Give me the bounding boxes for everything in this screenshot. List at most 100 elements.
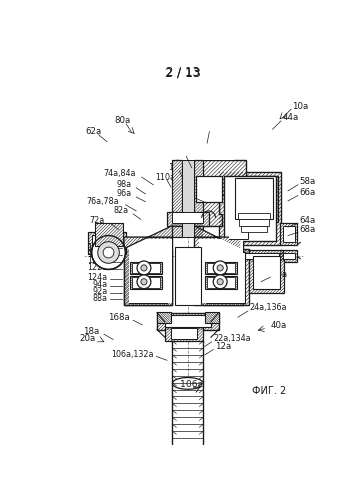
Text: 58a: 58a bbox=[299, 177, 316, 186]
Bar bbox=[224, 176, 276, 241]
Text: 22a,134a: 22a,134a bbox=[213, 334, 251, 343]
Polygon shape bbox=[230, 176, 278, 222]
Polygon shape bbox=[202, 250, 250, 305]
Text: 90a: 90a bbox=[272, 270, 288, 278]
Polygon shape bbox=[157, 312, 219, 330]
Text: 64a: 64a bbox=[299, 216, 316, 224]
Bar bbox=[253, 256, 280, 290]
Bar bbox=[171, 328, 197, 338]
Text: 88a: 88a bbox=[93, 294, 108, 303]
Polygon shape bbox=[194, 160, 203, 237]
Polygon shape bbox=[165, 327, 203, 341]
Polygon shape bbox=[280, 223, 297, 245]
Circle shape bbox=[217, 278, 223, 285]
Text: 100a: 100a bbox=[168, 164, 190, 172]
Polygon shape bbox=[194, 237, 242, 305]
Text: 20a: 20a bbox=[79, 334, 95, 343]
Text: 2 / 13: 2 / 13 bbox=[166, 65, 199, 78]
Polygon shape bbox=[280, 250, 297, 262]
Bar bbox=[199, 240, 242, 302]
Circle shape bbox=[213, 275, 227, 288]
Bar bbox=[129, 252, 167, 302]
Text: 62a: 62a bbox=[85, 127, 101, 136]
Text: 106a: 106a bbox=[180, 380, 203, 390]
Polygon shape bbox=[250, 252, 284, 292]
Polygon shape bbox=[205, 312, 219, 324]
Text: 44a: 44a bbox=[283, 114, 299, 122]
Bar bbox=[207, 264, 235, 272]
Text: 98a: 98a bbox=[116, 180, 132, 189]
Text: 24a,136a: 24a,136a bbox=[250, 304, 287, 312]
Text: 40a: 40a bbox=[270, 321, 287, 330]
Polygon shape bbox=[130, 276, 162, 289]
Circle shape bbox=[98, 242, 119, 264]
Text: 2 / 13: 2 / 13 bbox=[164, 66, 200, 80]
Text: 80a: 80a bbox=[114, 116, 131, 124]
Polygon shape bbox=[176, 160, 246, 226]
Circle shape bbox=[213, 261, 227, 275]
Polygon shape bbox=[124, 226, 172, 248]
Text: 76a,78a: 76a,78a bbox=[87, 197, 119, 206]
Polygon shape bbox=[124, 250, 172, 305]
Bar bbox=[175, 247, 201, 305]
Bar bbox=[182, 160, 194, 237]
Polygon shape bbox=[124, 237, 172, 305]
Circle shape bbox=[91, 236, 125, 270]
Polygon shape bbox=[172, 160, 182, 237]
Circle shape bbox=[137, 261, 151, 275]
Bar bbox=[241, 226, 267, 232]
Text: 66a: 66a bbox=[299, 188, 316, 197]
Text: 106a,132a: 106a,132a bbox=[111, 350, 153, 358]
Text: 16a: 16a bbox=[197, 190, 213, 199]
Text: 128a: 128a bbox=[88, 250, 108, 258]
Text: 18a: 18a bbox=[83, 326, 99, 336]
Bar bbox=[165, 315, 211, 327]
Text: 86a: 86a bbox=[178, 148, 194, 157]
Polygon shape bbox=[205, 262, 237, 274]
Bar bbox=[283, 226, 295, 242]
Bar bbox=[172, 212, 203, 223]
Polygon shape bbox=[205, 276, 237, 289]
Text: 96a: 96a bbox=[116, 190, 132, 198]
Bar bbox=[129, 240, 172, 302]
Text: 168a: 168a bbox=[108, 314, 130, 322]
Bar bbox=[195, 176, 222, 203]
Text: 92a: 92a bbox=[93, 288, 108, 296]
Polygon shape bbox=[130, 262, 162, 274]
Polygon shape bbox=[157, 312, 171, 324]
Polygon shape bbox=[219, 250, 283, 262]
Circle shape bbox=[103, 247, 114, 258]
Bar bbox=[222, 252, 279, 260]
Text: 122a: 122a bbox=[88, 264, 108, 272]
Polygon shape bbox=[167, 212, 209, 226]
Text: 110a: 110a bbox=[155, 172, 175, 182]
Circle shape bbox=[217, 265, 223, 271]
Polygon shape bbox=[95, 223, 123, 246]
Bar bbox=[229, 227, 248, 238]
Bar bbox=[132, 264, 160, 272]
Bar bbox=[207, 277, 235, 288]
Circle shape bbox=[137, 275, 151, 288]
Text: 12a: 12a bbox=[215, 342, 231, 351]
Text: 72a: 72a bbox=[89, 216, 105, 224]
Text: 10a: 10a bbox=[292, 102, 308, 110]
Text: 120a: 120a bbox=[88, 256, 108, 266]
Text: 74a,84a: 74a,84a bbox=[104, 170, 136, 178]
Bar bbox=[235, 178, 273, 220]
Circle shape bbox=[141, 265, 147, 271]
Bar bbox=[179, 97, 234, 160]
Bar bbox=[283, 252, 295, 260]
Polygon shape bbox=[194, 226, 240, 248]
Text: 94a: 94a bbox=[93, 280, 108, 289]
Text: 60a: 60a bbox=[201, 124, 218, 132]
Bar bbox=[91, 235, 122, 252]
Text: 124a: 124a bbox=[88, 274, 108, 282]
Text: 82a: 82a bbox=[114, 206, 129, 216]
Polygon shape bbox=[219, 172, 281, 245]
Bar bbox=[238, 213, 270, 220]
Text: 68a: 68a bbox=[299, 225, 316, 234]
Bar bbox=[229, 227, 248, 238]
Text: ФИГ. 2: ФИГ. 2 bbox=[252, 386, 286, 396]
Bar bbox=[240, 220, 269, 226]
Polygon shape bbox=[88, 232, 126, 254]
